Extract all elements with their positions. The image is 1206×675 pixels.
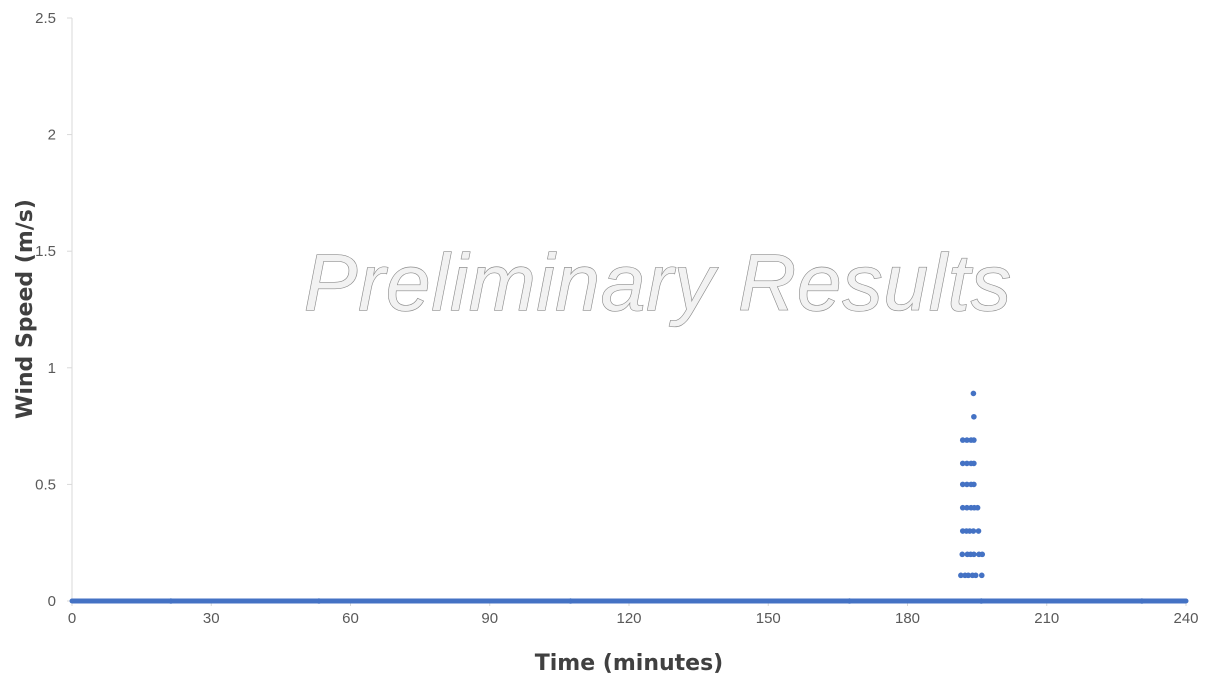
x-tick-labels: 0 30 60 90 120 150 180 210 240 [68,610,1199,627]
x-tick-label: 150 [756,610,781,627]
data-point [970,528,977,534]
data-point [959,504,966,511]
data-point [964,504,970,511]
data-point [974,504,981,511]
data-point [971,460,977,467]
data-point [959,460,966,467]
data-point [979,551,986,558]
data-point [1139,598,1145,604]
x-tick-label: 120 [616,610,641,627]
x-tick-label: 210 [1034,610,1059,627]
data-point [168,598,174,604]
data-point [964,437,970,443]
data-point [959,437,966,443]
data-point [971,481,977,488]
data-point [316,598,322,604]
data-point [567,598,574,604]
x-tick-label: 30 [203,610,220,627]
x-tick-label: 0 [68,610,76,627]
watermark-text: Preliminary Results [304,238,1012,327]
x-axis-title: Time (minutes) [535,651,723,675]
data-point [971,551,977,558]
data-point [964,481,970,488]
data-point [958,572,964,579]
y-tick-label: 0.5 [35,476,56,493]
data-point [970,390,977,397]
data-point [972,572,979,579]
data-point [971,437,977,443]
y-tick-label: 1 [48,360,56,377]
data-point [975,528,982,534]
y-tick-label: 1.5 [35,243,56,260]
x-tick-label: 180 [895,610,920,627]
x-tick-label: 240 [1173,610,1198,627]
x-tick-label: 60 [342,610,359,627]
x-tick-label: 90 [481,610,498,627]
data-points [69,390,1189,604]
data-point [978,598,985,604]
data-point [978,572,985,579]
data-point [959,551,966,558]
y-tick-label: 0 [48,593,56,610]
data-point [846,598,853,604]
data-point [959,481,966,488]
data-point [965,572,972,579]
data-point [971,413,977,420]
data-point [964,460,970,467]
y-axis-title: Wind Speed (m/s) [13,199,38,419]
y-tick-label: 2 [48,127,56,144]
y-tick-label: 2.5 [35,10,56,27]
y-tick-labels: 0 0.5 1 1.5 2 2.5 [35,10,56,610]
